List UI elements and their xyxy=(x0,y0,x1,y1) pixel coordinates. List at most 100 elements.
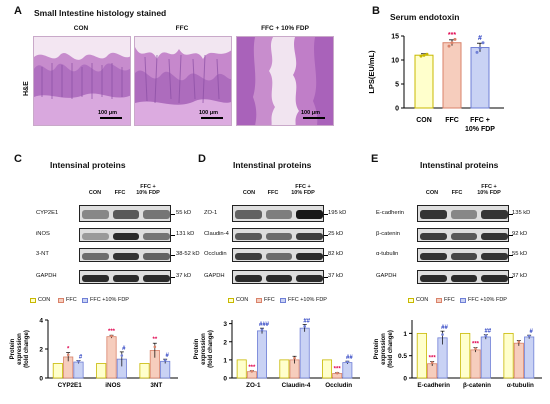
panel-e-letter: E xyxy=(371,153,379,165)
panel-c-col-ffc: FFC xyxy=(114,190,126,196)
panel-d-row-label: GAPDH xyxy=(204,273,225,279)
panel-d-band xyxy=(265,274,293,282)
panel-e-data-point xyxy=(517,340,521,344)
panel-c-col-ffc-fdp-2: 10% FDP xyxy=(136,190,160,196)
panel-b-significance-mark: # xyxy=(478,35,482,42)
panel-d-blot-strip xyxy=(232,270,324,284)
panel-d-data-point xyxy=(303,325,306,328)
panel-c-bar xyxy=(139,363,150,379)
panel-c-x-label: 3NT xyxy=(150,382,162,389)
panel-d-y-tick-label: 1 xyxy=(223,357,227,364)
panel-e-kd-tick xyxy=(509,235,513,236)
panel-d-col-ffc: FFC xyxy=(267,190,279,196)
legend-swatch-ffc-fdp xyxy=(280,298,286,303)
panel-e-band xyxy=(450,274,478,282)
panel-b-data-point xyxy=(481,41,485,45)
panel-e-y-axis-label: Protein xyxy=(374,338,380,359)
panel-e-title: Intenstinal proteins xyxy=(420,160,499,170)
panel-e-data-point xyxy=(474,347,477,351)
panel-e-col-ffc-fdp: FFC + xyxy=(481,184,497,190)
panel-b-data-point xyxy=(450,41,454,45)
panel-d-data-point xyxy=(293,356,296,360)
panel-b-y-tick-label: 15 xyxy=(391,34,399,41)
panel-c-data-point xyxy=(153,345,157,349)
panel-b-x-label: CON xyxy=(416,117,432,124)
panel-c-blot-strip xyxy=(79,205,171,222)
panel-c-y-tick-label: 0 xyxy=(39,376,43,383)
panel-d-kd-label: 82 kD xyxy=(328,251,344,257)
panel-b-data-point xyxy=(475,50,479,54)
panel-c-legend: CON FFC FFC +10% FDP xyxy=(30,297,180,306)
panel-e-data-point xyxy=(484,334,488,338)
panel-e-kd-tick xyxy=(509,255,513,256)
panel-c-chart: 0 2 4 Protein expression (fold change) * # CYP2E… xyxy=(10,318,178,389)
panel-d-blot-strip xyxy=(232,248,324,262)
panel-e-band xyxy=(450,210,478,219)
scale-label-ffc-fdp: 100 μm xyxy=(301,110,320,116)
panel-d-kd-tick xyxy=(324,277,328,278)
legend-label-ffc-fdp: FFC +10% FDP xyxy=(468,297,507,303)
panel-e-row-label: GAPDH xyxy=(376,273,397,279)
panel-d-significance-mark: *** xyxy=(248,365,256,371)
panel-d-kd-tick xyxy=(324,255,328,256)
panel-e-band xyxy=(420,252,447,260)
panel-c-kd-label: 37 kD xyxy=(176,273,192,279)
panel-c-blot-strip xyxy=(79,248,171,262)
panel-c-band xyxy=(112,274,140,282)
panel-d-kd-tick xyxy=(324,213,328,215)
panel-c-band xyxy=(112,210,140,219)
legend-swatch-ffc xyxy=(58,298,64,303)
panel-e-kd-tick xyxy=(509,213,513,215)
panel-d-row-label: ZO-1 xyxy=(204,209,218,216)
panel-d-row-label: Claudin-4 xyxy=(204,231,229,237)
scale-bar-con xyxy=(100,117,122,119)
panel-e-significance-mark: ## xyxy=(484,329,491,335)
panel-b-y-axis-label: LPS(EU/mL) xyxy=(367,50,376,94)
legend-label-con: CON xyxy=(38,297,51,303)
panel-c-blot-strip xyxy=(79,228,171,242)
panel-d-x-label: ZO-1 xyxy=(246,382,261,389)
panel-e-blot-strip xyxy=(417,270,509,284)
panel-c-y-axis-label: expression xyxy=(17,333,23,365)
panel-e-data-point xyxy=(527,334,531,338)
panel-c-kd-label: 55 kD xyxy=(176,209,192,216)
panel-d-band xyxy=(235,232,262,240)
panel-e-band xyxy=(420,274,447,282)
panel-d-bar xyxy=(322,359,333,379)
panel-d-significance-mark: ## xyxy=(346,355,353,361)
legend-label-con: CON xyxy=(416,297,429,303)
panel-d-data-point xyxy=(346,360,349,364)
panel-e-bar xyxy=(416,332,427,379)
panel-c-bar xyxy=(106,336,117,379)
panel-e-blot-strip xyxy=(417,248,509,262)
scale-bar-ffc xyxy=(201,117,223,119)
panel-d-band xyxy=(296,210,323,219)
panel-e-y-tick-label: 1 xyxy=(403,331,407,338)
panel-b-data-point xyxy=(425,52,429,56)
panel-d-band xyxy=(265,252,293,260)
panel-e-y-tick-label: 0 xyxy=(403,376,407,383)
panel-d-bar xyxy=(257,330,267,379)
panel-d-kd-tick xyxy=(324,235,328,236)
panel-d-bar xyxy=(299,327,310,379)
panel-c-row-label: GAPDH xyxy=(36,273,57,279)
panel-d-band xyxy=(265,210,293,219)
panel-c-data-point xyxy=(163,358,167,362)
legend-label-con: CON xyxy=(236,297,249,303)
panel-c-significance-mark: # xyxy=(122,346,126,352)
panel-c-x-label: iNOS xyxy=(105,382,120,389)
panel-b-bar xyxy=(414,54,434,109)
panel-c-band xyxy=(143,210,170,219)
panel-d-significance-mark: ### xyxy=(259,322,270,328)
panel-e-band xyxy=(481,210,508,219)
panel-d-legend: CON FFC FFC +10% FDP xyxy=(228,297,378,306)
panel-d-blot-strip xyxy=(232,228,324,242)
scale-bar-ffc-fdp xyxy=(303,117,325,119)
panel-d-significance-mark: ## xyxy=(303,319,310,325)
panel-e-x-label: α-tubulin xyxy=(507,382,534,389)
panel-c-band xyxy=(112,232,140,240)
histology-image-con: 100 μm xyxy=(33,36,131,126)
panel-c-band xyxy=(143,274,170,282)
panel-e-y-tick-label: 0.5 xyxy=(398,353,407,360)
